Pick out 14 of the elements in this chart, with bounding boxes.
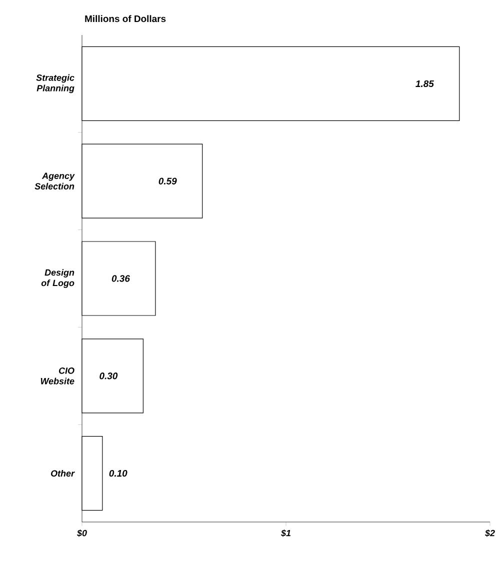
y-tick-label: CIO Website	[40, 367, 74, 384]
y-tick-label: Agency Selection	[34, 172, 75, 190]
data-label: 0.59	[158, 178, 177, 184]
x-tick-label: $1	[280, 530, 290, 537]
y-tick-label: Other	[51, 470, 75, 477]
y-tick-label: Design of Logo	[41, 269, 74, 288]
y-tick-label: Strategic Planning	[36, 74, 74, 94]
x-tick-label: $2	[484, 530, 495, 537]
data-label: 0.36	[112, 275, 130, 282]
data-label: 1.85	[416, 80, 434, 88]
x-tick-label: $0	[76, 530, 87, 537]
data-label: 0.10	[109, 470, 128, 477]
data-label: 0.30	[100, 372, 118, 380]
chart-title: Millions of Dollars	[85, 15, 166, 22]
